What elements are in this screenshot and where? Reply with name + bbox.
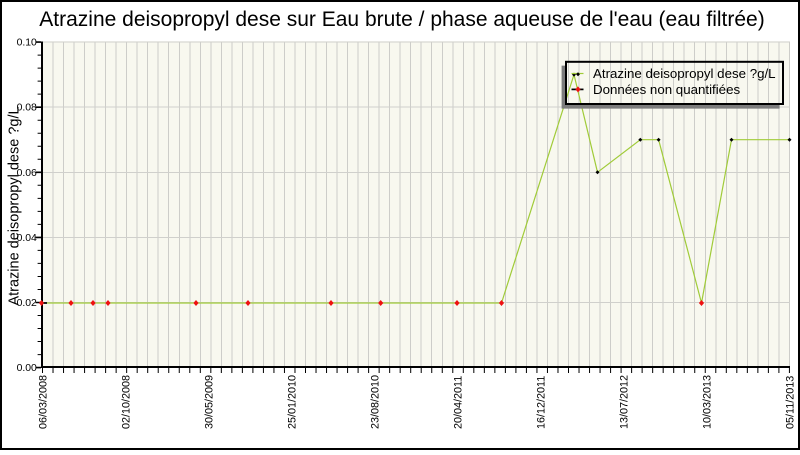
svg-text:20/04/2011: 20/04/2011 — [453, 376, 465, 429]
svg-text:Atrazine deisopropyl dese ?g/L: Atrazine deisopropyl dese ?g/L — [7, 106, 23, 305]
svg-text:25/01/2010: 25/01/2010 — [287, 375, 299, 429]
svg-text:0.08: 0.08 — [17, 103, 37, 114]
svg-text:30/05/2009: 30/05/2009 — [203, 375, 215, 429]
svg-text:0.04: 0.04 — [17, 233, 37, 244]
svg-text:0.02: 0.02 — [17, 298, 37, 309]
svg-text:Atrazine deisopropyl dese ?g/L: Atrazine deisopropyl dese ?g/L — [593, 66, 776, 81]
svg-text:23/08/2010: 23/08/2010 — [370, 375, 382, 429]
svg-text:02/10/2008: 02/10/2008 — [120, 375, 132, 429]
svg-text:0.00: 0.00 — [17, 363, 37, 374]
svg-text:05/11/2013: 05/11/2013 — [785, 376, 797, 429]
svg-text:16/12/2011: 16/12/2011 — [536, 376, 548, 429]
svg-text:13/07/2012: 13/07/2012 — [619, 375, 631, 429]
svg-text:0.10: 0.10 — [17, 38, 37, 49]
svg-text:06/03/2008: 06/03/2008 — [37, 375, 49, 429]
svg-text:0.06: 0.06 — [17, 168, 37, 179]
svg-text:Atrazine deisopropyl dese sur: Atrazine deisopropyl dese sur Eau brute … — [39, 8, 764, 31]
svg-text:10/03/2013: 10/03/2013 — [702, 375, 714, 429]
svg-text:Données non quantifiées: Données non quantifiées — [593, 82, 740, 97]
